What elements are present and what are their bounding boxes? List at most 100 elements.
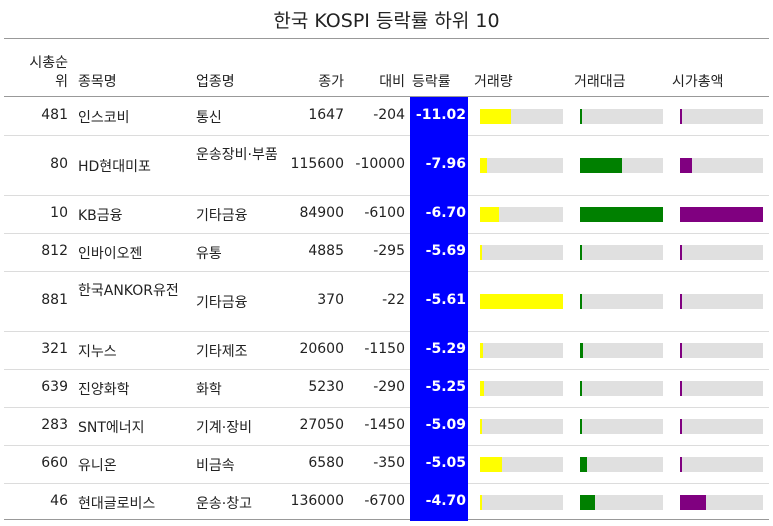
name-cell: SNT에너지 (78, 420, 145, 436)
pct-cell: -11.02 (415, 107, 466, 123)
header-rank-line2: 위 (55, 74, 68, 90)
volume-bar (480, 294, 563, 309)
sector-cell: 기계·장비 (196, 420, 252, 436)
mcap-track (680, 109, 763, 124)
pct-cell: -5.25 (425, 379, 466, 395)
value-bar (580, 419, 582, 434)
sector-cell: 화학 (196, 382, 222, 398)
header-mcap: 시가총액 (672, 74, 724, 90)
volume-bar (480, 495, 482, 510)
change-cell: -6700 (364, 493, 405, 509)
value-bar (580, 381, 582, 396)
mcap-bar (680, 381, 682, 396)
pct-cell-bg (410, 195, 468, 233)
row-divider (4, 369, 769, 370)
rank-cell: 80 (50, 156, 68, 172)
volume-track (480, 207, 563, 222)
pct-cell-bg (410, 407, 468, 445)
row-divider (4, 483, 769, 484)
sector-cell: 운송장비·부품 (196, 147, 278, 163)
rank-cell: 481 (41, 107, 68, 123)
volume-track (480, 343, 563, 358)
value-bar (580, 343, 583, 358)
row-divider (4, 331, 769, 332)
sector-cell: 유통 (196, 246, 222, 262)
header-sector: 업종명 (196, 74, 235, 90)
value-bar (580, 245, 582, 260)
chart-title: 한국 KOSPI 등락률 하위 10 (273, 10, 500, 32)
header-volume: 거래량 (474, 74, 513, 90)
value-track (580, 495, 663, 510)
close-cell: 136000 (290, 493, 344, 509)
pct-cell: -5.69 (425, 243, 466, 259)
value-track (580, 294, 663, 309)
mcap-track (680, 419, 763, 434)
mcap-bar (680, 158, 692, 173)
row-divider (4, 407, 769, 408)
header-rule (4, 96, 769, 97)
sector-cell: 기타금융 (196, 208, 248, 224)
volume-track (480, 495, 563, 510)
pct-cell-bg (410, 445, 468, 483)
mcap-bar (680, 495, 706, 510)
mcap-bar (680, 207, 763, 222)
pct-cell: -5.29 (425, 341, 466, 357)
change-cell: -295 (373, 243, 405, 259)
change-cell: -22 (382, 292, 405, 308)
pct-cell: -4.70 (425, 493, 466, 509)
mcap-bar (680, 457, 682, 472)
pct-cell: -5.61 (425, 292, 466, 308)
change-cell: -204 (373, 107, 405, 123)
name-cell: 인스코비 (78, 110, 130, 126)
volume-bar (480, 109, 511, 124)
value-track (580, 381, 663, 396)
value-bar (580, 109, 582, 124)
close-cell: 5230 (308, 379, 344, 395)
pct-cell-bg (410, 331, 468, 369)
sector-cell: 기타제조 (196, 344, 248, 360)
value-track (580, 245, 663, 260)
close-cell: 115600 (290, 156, 344, 172)
header-value: 거래대금 (574, 74, 626, 90)
name-cell: 지누스 (78, 344, 117, 360)
mcap-track (680, 343, 763, 358)
value-track (580, 457, 663, 472)
row-divider (4, 271, 769, 272)
value-track (580, 419, 663, 434)
sector-cell: 운송·창고 (196, 496, 252, 512)
rank-cell: 283 (41, 417, 68, 433)
change-cell: -1150 (364, 341, 405, 357)
volume-bar (480, 207, 499, 222)
close-cell: 1647 (308, 107, 344, 123)
value-track (580, 109, 663, 124)
volume-track (480, 245, 563, 260)
sector-cell: 기타금융 (196, 295, 248, 311)
row-divider (4, 195, 769, 196)
volume-bar (480, 381, 484, 396)
rank-cell: 10 (50, 205, 68, 221)
name-cell: 현대글로비스 (78, 496, 156, 512)
pct-cell: -5.05 (425, 455, 466, 471)
header-change: 대비 (379, 74, 405, 90)
pct-cell-bg (410, 97, 468, 135)
name-cell: 인바이오젠 (78, 246, 143, 262)
mcap-track (680, 158, 763, 173)
pct-cell: -5.09 (425, 417, 466, 433)
mcap-track (680, 457, 763, 472)
name-cell: KB금융 (78, 208, 123, 224)
close-cell: 6580 (308, 455, 344, 471)
mcap-bar (680, 245, 682, 260)
row-divider (4, 445, 769, 446)
value-bar (580, 294, 582, 309)
mcap-track (680, 294, 763, 309)
sector-cell: 통신 (196, 110, 222, 126)
volume-bar (480, 158, 487, 173)
volume-track (480, 158, 563, 173)
name-cell: 한국ANKOR유전 (78, 283, 179, 299)
pct-cell-bg (410, 233, 468, 271)
mcap-bar (680, 294, 682, 309)
rank-cell: 660 (41, 455, 68, 471)
close-cell: 370 (317, 292, 344, 308)
pct-cell-bg (410, 369, 468, 407)
